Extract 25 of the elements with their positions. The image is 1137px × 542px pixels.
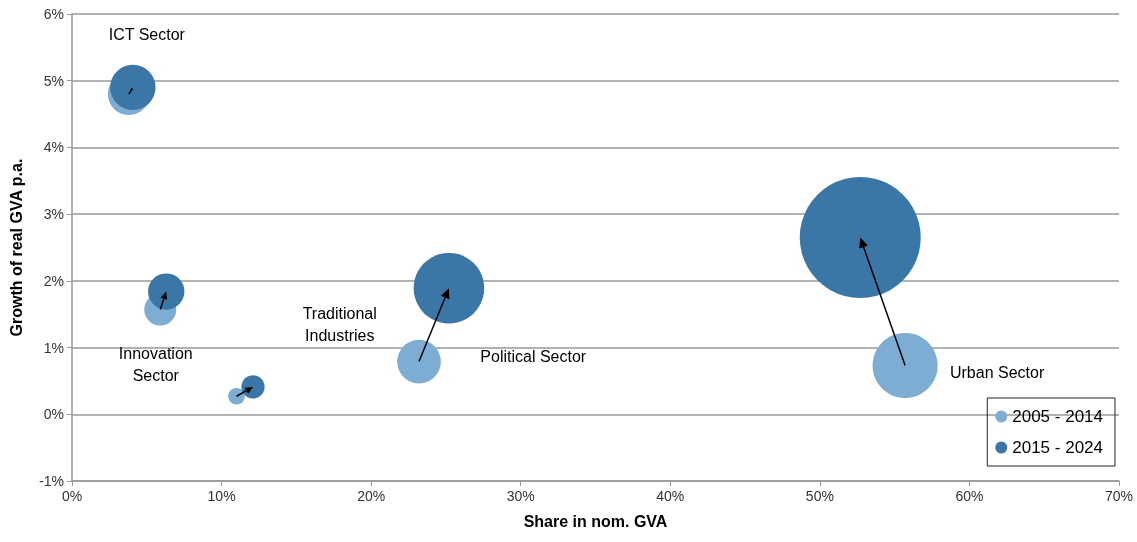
annotation: Traditional Industries xyxy=(302,304,377,344)
x-tick-label: 0% xyxy=(61,488,83,504)
legend-label: 2015 - 2024 xyxy=(1012,438,1104,457)
annotation: Innovation Sector xyxy=(118,344,193,384)
y-axis-title: Growth of real GVA p.a. xyxy=(7,158,25,337)
x-tick-label: 20% xyxy=(357,488,386,504)
y-tick-label: 6% xyxy=(43,6,64,22)
y-tick-label: 3% xyxy=(43,206,64,223)
x-tick-label: 30% xyxy=(506,488,535,504)
y-tick-label: 0% xyxy=(43,406,64,423)
x-tick-label: 60% xyxy=(955,488,984,504)
y-tick-label: 1% xyxy=(43,339,64,356)
annotation: Political Sector xyxy=(480,348,587,366)
annotation: ICT Sector xyxy=(108,25,186,43)
annotation: Urban Sector xyxy=(949,363,1045,381)
x-tick-label: 50% xyxy=(805,488,834,504)
y-tick-label: 5% xyxy=(43,72,64,89)
legend-label: 2005 - 2014 xyxy=(1012,407,1104,426)
x-tick-label: 10% xyxy=(207,488,236,504)
y-tick-label: 2% xyxy=(43,272,64,289)
y-tick-label: -1% xyxy=(39,473,64,489)
x-tick-label: 40% xyxy=(656,488,685,504)
y-tick-label: 4% xyxy=(43,139,64,156)
x-axis-title: Share in nom. GVA xyxy=(523,512,668,530)
x-tick-label: 70% xyxy=(1104,488,1134,504)
